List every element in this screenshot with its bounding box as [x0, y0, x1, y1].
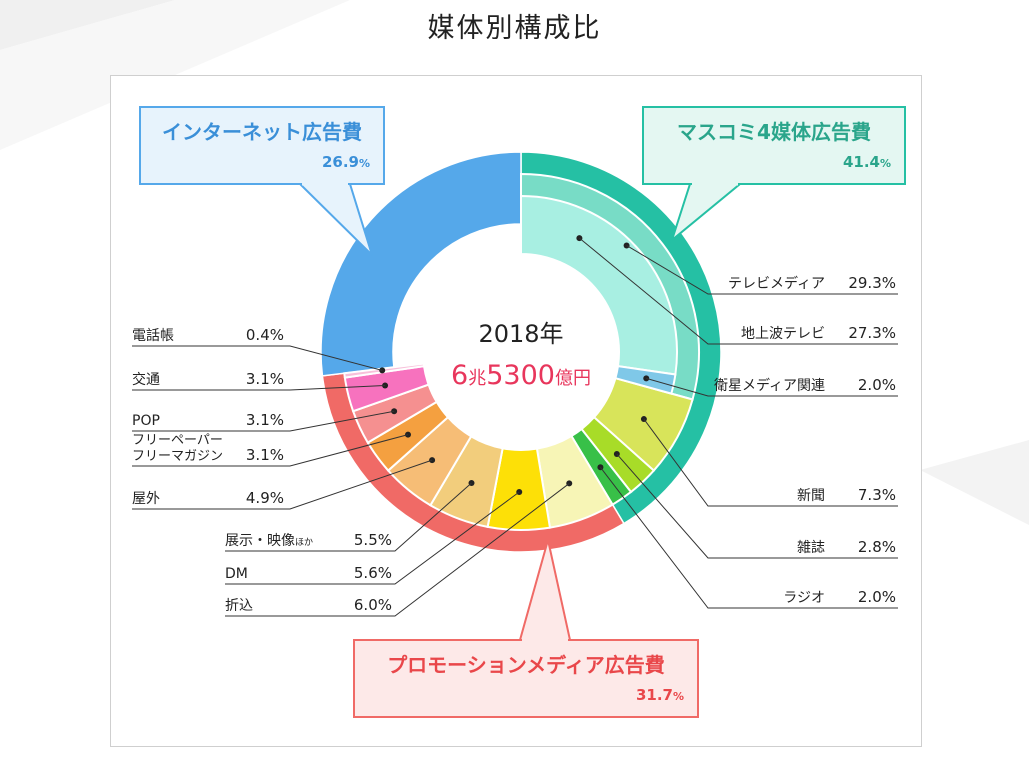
left-label-value-7: 6.0%	[354, 596, 392, 614]
callout-tail-0	[297, 183, 373, 256]
right-leader-line-5	[600, 466, 898, 609]
left-label-name-6: DM	[225, 566, 248, 582]
callout-tail-1	[670, 183, 743, 243]
center-total-label: 6兆5300億円	[451, 360, 591, 391]
tv-breakdown-slice-0	[520, 194, 678, 376]
callout-box-1	[642, 106, 906, 185]
right-leader-line-3	[643, 418, 898, 507]
right-label-name-2: 衛星メディア関連	[714, 377, 825, 394]
left-label-value-3: 3.1%	[246, 446, 284, 464]
left-label-name-4: 屋外	[132, 491, 160, 507]
right-label-value-1: 27.3%	[848, 324, 896, 342]
outer-ring-slice-2	[320, 151, 522, 377]
right-label-name-5: ラジオ	[783, 590, 825, 606]
left-leader-line-5	[225, 482, 472, 552]
left-label-name-0: 電話帳	[132, 327, 174, 344]
right-label-name-4: 雑誌	[797, 540, 825, 556]
callout-title-1: マスコミ4媒体広告費	[677, 120, 871, 144]
left-leader-line-1	[132, 385, 386, 391]
left-label-value-1: 3.1%	[246, 370, 284, 388]
left-label-name-1: 交通	[132, 371, 160, 388]
right-label-value-0: 29.3%	[848, 274, 896, 292]
right-label-name-0: テレビメディア	[728, 275, 825, 292]
left-leader-line-0	[132, 345, 383, 371]
right-leader-line-1	[579, 237, 898, 345]
right-label-value-2: 2.0%	[858, 376, 896, 394]
callout-value-2: 31.7%	[636, 686, 684, 704]
right-label-name-3: 新聞	[797, 488, 825, 504]
right-leader-line-2	[646, 377, 898, 397]
center-year-label: 2018年	[478, 320, 563, 348]
right-leader-line-0	[626, 245, 898, 295]
left-label-value-0: 0.4%	[246, 326, 284, 344]
right-label-value-5: 2.0%	[858, 588, 896, 606]
page-title: 媒体別構成比	[427, 13, 602, 44]
left-label-value-5: 5.5%	[354, 531, 392, 549]
right-leader-line-4	[616, 453, 898, 559]
left-label-value-4: 4.9%	[246, 489, 284, 507]
callout-value-0: 26.9%	[322, 153, 370, 171]
left-leader-line-2	[132, 410, 395, 432]
left-label-name-5: 展示・映像ほか	[225, 533, 313, 549]
callout-box-0	[139, 106, 385, 185]
left-label-name-2: POP	[132, 413, 160, 429]
callout-title-2: プロモーションメディア広告費	[387, 653, 665, 677]
left-label-value-6: 5.6%	[354, 564, 392, 582]
left-leader-line-3	[132, 434, 409, 467]
left-label-name2-3: フリーマガジン	[132, 449, 223, 464]
left-label-name-3: フリーペーパー	[132, 433, 223, 448]
callout-tail-2	[518, 539, 572, 641]
callout-box-2	[353, 639, 699, 718]
callout-title-0: インターネット広告費	[162, 120, 362, 144]
left-label-value-2: 3.1%	[246, 411, 284, 429]
right-label-value-4: 2.8%	[858, 538, 896, 556]
right-label-value-3: 7.3%	[858, 486, 896, 504]
left-label-name-7: 折込	[225, 598, 253, 614]
left-leader-line-4	[132, 459, 433, 510]
callout-value-1: 41.4%	[843, 153, 891, 171]
right-label-name-1: 地上波テレビ	[741, 326, 825, 342]
left-leader-line-6	[225, 491, 520, 585]
left-leader-line-7	[225, 483, 570, 617]
